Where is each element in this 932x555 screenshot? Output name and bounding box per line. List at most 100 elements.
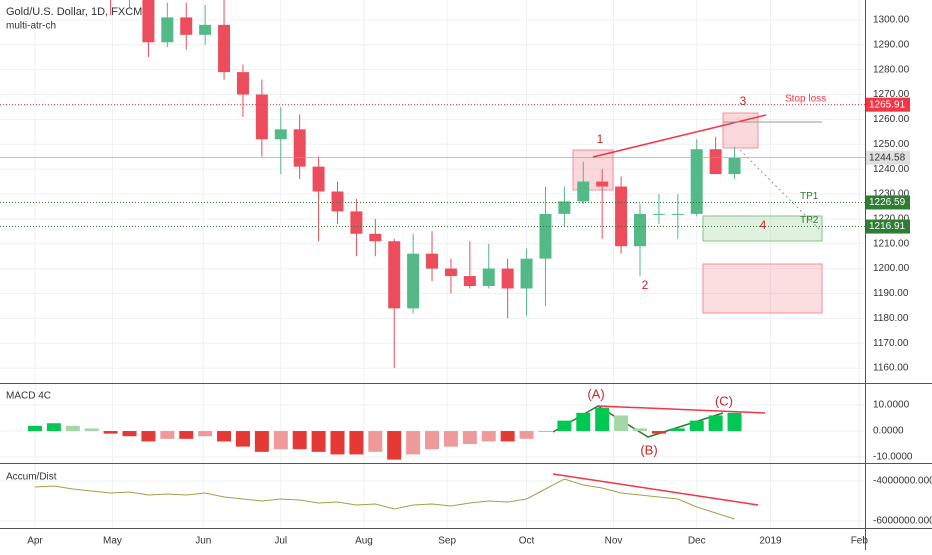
- candle-body: [142, 0, 155, 43]
- candle-body: [558, 201, 571, 214]
- wave-label: 1: [597, 132, 604, 146]
- y-tick-label: 1250.00: [873, 139, 910, 150]
- histogram-bar: [595, 407, 610, 432]
- level-name: TP2: [800, 215, 819, 226]
- labels: 1 2 3 4 (A) (B) (C) Gold/U.S. Dollar, 1D…: [6, 6, 767, 483]
- candle-body: [255, 94, 268, 140]
- wave-label: (B): [640, 442, 657, 457]
- trend-line: [552, 473, 759, 506]
- pane-title: MACD 4C: [6, 391, 51, 402]
- candle-body: [180, 17, 193, 35]
- candle-body: [709, 149, 722, 175]
- candle-body: [426, 253, 439, 269]
- x-tick-label: Apr: [27, 536, 43, 547]
- y-tick-label: 1160.00: [873, 363, 909, 374]
- histogram-bar: [330, 431, 345, 455]
- y-tick-label: 10.0000: [873, 400, 910, 411]
- histogram-bar: [443, 431, 458, 447]
- histogram-bar: [235, 431, 250, 447]
- candle-body: [652, 213, 665, 215]
- histogram-bar: [311, 431, 326, 452]
- histogram-bar: [576, 412, 591, 432]
- candle-body: [293, 129, 306, 167]
- histogram-bar: [160, 431, 175, 439]
- x-tick-label: 2019: [759, 536, 782, 547]
- histogram-bar: [27, 425, 42, 432]
- histogram-bar: [727, 412, 742, 432]
- y-tick-label: 1210.00: [873, 238, 910, 249]
- x-tick-label: Nov: [605, 536, 623, 547]
- candles: [110, 0, 741, 369]
- histogram-bar: [614, 415, 629, 432]
- y-tick-label: 1200.00: [873, 263, 910, 274]
- price-tag: [866, 150, 910, 165]
- histogram-bar: [273, 431, 288, 450]
- candle-body: [407, 253, 420, 309]
- histogram-bar: [633, 428, 648, 432]
- histogram-bar: [425, 431, 440, 450]
- candle-body: [520, 258, 533, 289]
- price-tag: [866, 195, 910, 210]
- x-tick-label: Aug: [355, 536, 373, 547]
- histogram-bar: [387, 431, 402, 460]
- price-tag-label: 1244.58: [869, 152, 906, 163]
- y-tick-label: -10.0000: [873, 452, 913, 463]
- histogram-bar: [122, 431, 137, 437]
- pane-title: Accum/Dist: [6, 472, 57, 483]
- wave-label: 2: [642, 278, 649, 292]
- y-tick-label: -4000000.0000: [873, 476, 932, 487]
- histogram-bar: [254, 431, 269, 452]
- candle-body: [577, 181, 590, 202]
- box: [702, 263, 823, 314]
- y-tick-label: 1280.00: [873, 64, 910, 75]
- candle-body: [274, 129, 287, 140]
- y-tick-label: -6000000.0000: [873, 516, 932, 527]
- histogram-bar: [368, 431, 383, 452]
- marks: [0, 0, 865, 520]
- drawings: [552, 112, 823, 506]
- y-tick-label: 1170.00: [873, 338, 909, 349]
- candle-body: [199, 24, 212, 35]
- x-tick-label: Dec: [688, 536, 706, 547]
- x-tick-label: Feb: [851, 536, 869, 547]
- price-tag-label: 1216.91: [869, 221, 906, 232]
- candle-body: [634, 213, 647, 247]
- histogram-bar: [689, 420, 704, 432]
- histogram-bar: [651, 431, 666, 434]
- histogram-bar: [462, 431, 477, 445]
- candle-body: [596, 181, 609, 187]
- histogram-bar: [198, 431, 213, 437]
- histogram-bar: [557, 420, 572, 432]
- histogram-bar: [65, 425, 80, 432]
- candle-body: [671, 213, 684, 215]
- x-tick-label: Jun: [195, 536, 211, 547]
- histogram-bar: [46, 423, 61, 432]
- histogram-bar: [500, 431, 515, 442]
- histogram-bar: [141, 431, 156, 442]
- y-tick-label: 1180.00: [873, 313, 909, 324]
- histogram-bar: [103, 431, 118, 434]
- histogram-bar: [217, 431, 232, 442]
- histogram-bar: [538, 431, 553, 432]
- candle-body: [690, 149, 703, 214]
- x-tick-label: May: [103, 536, 122, 547]
- histogram-bar: [84, 428, 99, 432]
- y-tick-label: 0.0000: [873, 426, 904, 437]
- candle-body: [388, 241, 401, 309]
- y-tick-label: 1220.00: [873, 213, 910, 224]
- candle-body: [539, 213, 552, 259]
- candle-body: [482, 268, 495, 287]
- x-tick-label: Jul: [274, 536, 287, 547]
- candle-body: [615, 186, 628, 247]
- wave-label: 4: [760, 218, 767, 232]
- price-tag-label: 1226.59: [869, 197, 906, 208]
- histogram-bar: [349, 431, 364, 455]
- candle-body: [369, 233, 382, 242]
- level-name: TP1: [800, 191, 819, 202]
- histogram-bar: [519, 431, 534, 439]
- y-tick-label: 1260.00: [873, 114, 910, 125]
- candle-body: [501, 268, 514, 289]
- y-tick-label: 1290.00: [873, 39, 910, 50]
- histogram-bar: [481, 431, 496, 442]
